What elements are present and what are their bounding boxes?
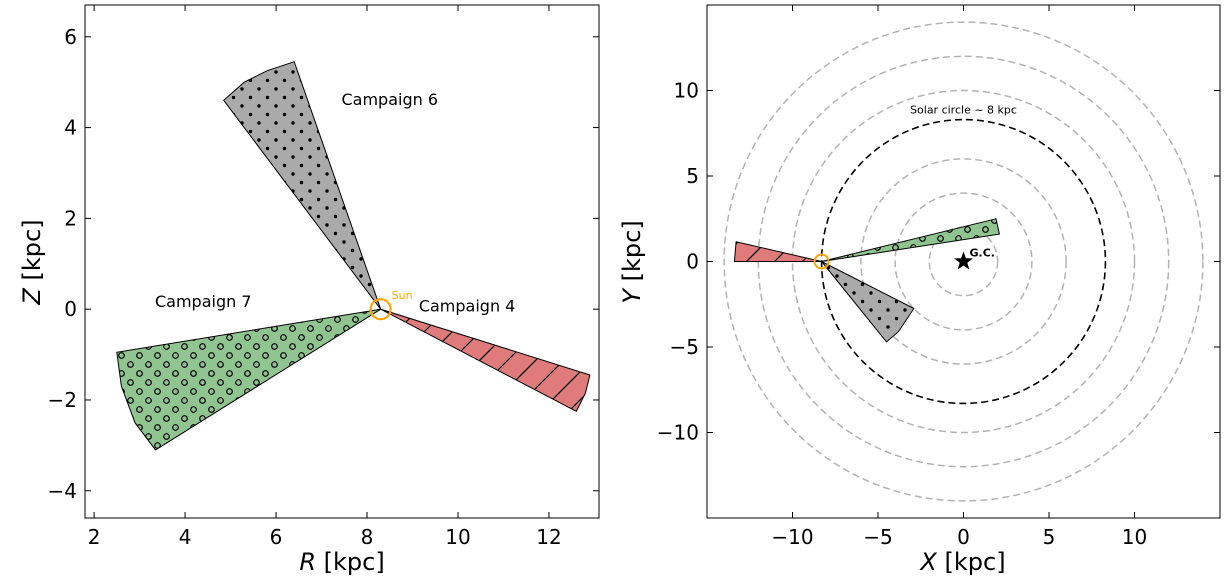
- y-tick-label: 0: [64, 297, 77, 321]
- wedge-campaign-6: [821, 261, 915, 343]
- y-tick-label: 0: [686, 250, 699, 274]
- galactocentric-ring: [723, 21, 1204, 502]
- left-axes-frame: [84, 4, 600, 519]
- left-plot-area: Campaign 6 Campaign 7 Campaign 4 Sun: [116, 61, 591, 451]
- wedge-campaign-7: [821, 218, 1001, 262]
- left-x-axis-label: R [kpc]: [299, 548, 384, 576]
- solar-circle-label: Solar circle ~ 8 kpc: [910, 104, 1017, 117]
- y-tick-label: −2: [48, 388, 77, 412]
- x-tick-label: 12: [536, 525, 561, 549]
- panel-right: Solar circle ~ 8 kpc G.C. −10 −5 0 5 10 −10 −5 0…: [618, 4, 1221, 576]
- y-tick-label: −10: [657, 421, 699, 445]
- x-tick-label: 4: [179, 525, 192, 549]
- x-tick-label: 10: [445, 525, 470, 549]
- x-tick-label: 2: [88, 525, 101, 549]
- left-y-axis-label: Z [kpc]: [18, 219, 46, 305]
- wedge-campaign-6: [223, 61, 382, 310]
- sun-label: Sun: [392, 289, 413, 302]
- wedge-campaign-7: [116, 308, 381, 451]
- x-tick-label: 8: [361, 525, 374, 549]
- x-tick-label: −10: [771, 525, 813, 549]
- x-tick-label: 10: [1122, 525, 1147, 549]
- y-tick-label: 10: [674, 79, 699, 103]
- y-tick-label: 4: [64, 116, 77, 140]
- y-tick-label: −5: [670, 335, 699, 359]
- campaign-label: Campaign 7: [155, 292, 252, 311]
- galactocentric-ring: [791, 89, 1136, 434]
- campaign-label: Campaign 4: [419, 296, 516, 315]
- panel-left: Campaign 6 Campaign 7 Campaign 4 Sun 2 4 6 8 10…: [18, 4, 600, 576]
- wedge-campaign-4: [733, 241, 822, 262]
- right-plot-area: Solar circle ~ 8 kpc G.C.: [723, 21, 1204, 502]
- galactic-center-star-icon: [954, 251, 973, 270]
- wedge-campaign-4: [380, 308, 591, 412]
- x-tick-label: −5: [863, 525, 892, 549]
- sun-marker: [813, 253, 830, 270]
- galactocentric-ring: [860, 158, 1067, 365]
- right-y-axis-label: Y [kpc]: [618, 220, 646, 303]
- left-ticks: 2 4 6 8 10 12 −4 −2 0 2 4 6: [48, 5, 599, 549]
- campaign-label: Campaign 6: [341, 90, 438, 109]
- right-axes-frame: [706, 4, 1221, 519]
- gc-label: G.C.: [970, 247, 995, 260]
- y-tick-label: 6: [64, 25, 77, 49]
- right-x-axis-label: X [kpc]: [918, 548, 1005, 576]
- y-tick-label: 5: [686, 164, 699, 188]
- sun-marker: [369, 298, 392, 321]
- galactocentric-ring: [894, 192, 1033, 331]
- x-tick-label: 0: [957, 525, 970, 549]
- y-tick-label: 2: [64, 206, 77, 230]
- x-tick-label: 5: [1043, 525, 1056, 549]
- right-ticks: −10 −5 0 5 10 −10 −5 0 5 10: [657, 5, 1220, 549]
- y-tick-label: −4: [48, 479, 77, 503]
- x-tick-label: 6: [270, 525, 283, 549]
